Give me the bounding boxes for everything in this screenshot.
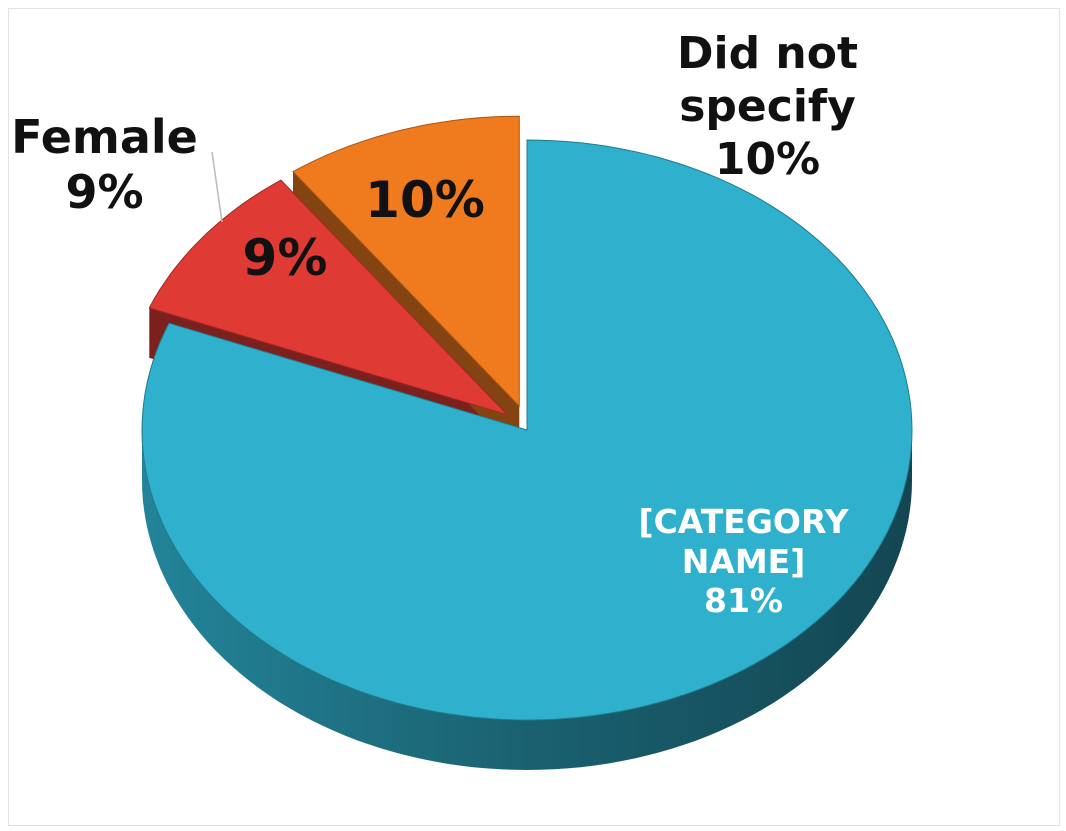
slice xyxy=(148,179,509,416)
category-label: Female xyxy=(11,110,198,164)
value-label: 81% xyxy=(704,581,783,621)
slice xyxy=(292,115,520,408)
value-label: 9% xyxy=(65,165,144,220)
value-label: 10% xyxy=(365,171,485,229)
value-label: 10% xyxy=(714,133,821,185)
chart-frame xyxy=(8,8,1060,826)
slice xyxy=(141,139,913,721)
slice-side xyxy=(142,430,912,770)
outside-label: Female 9% xyxy=(2,110,207,220)
slice-label: 10% xyxy=(355,170,495,230)
outside-label: Did not specify 10% xyxy=(665,28,870,186)
value-label: 9% xyxy=(242,229,328,287)
category-label: Did not specify xyxy=(676,28,858,132)
slice-label: [CATEGORY NAME] 81% xyxy=(636,502,851,621)
leader-line xyxy=(211,151,223,223)
category-label: [CATEGORY NAME] xyxy=(638,502,849,581)
slice-label: 9% xyxy=(225,228,345,288)
